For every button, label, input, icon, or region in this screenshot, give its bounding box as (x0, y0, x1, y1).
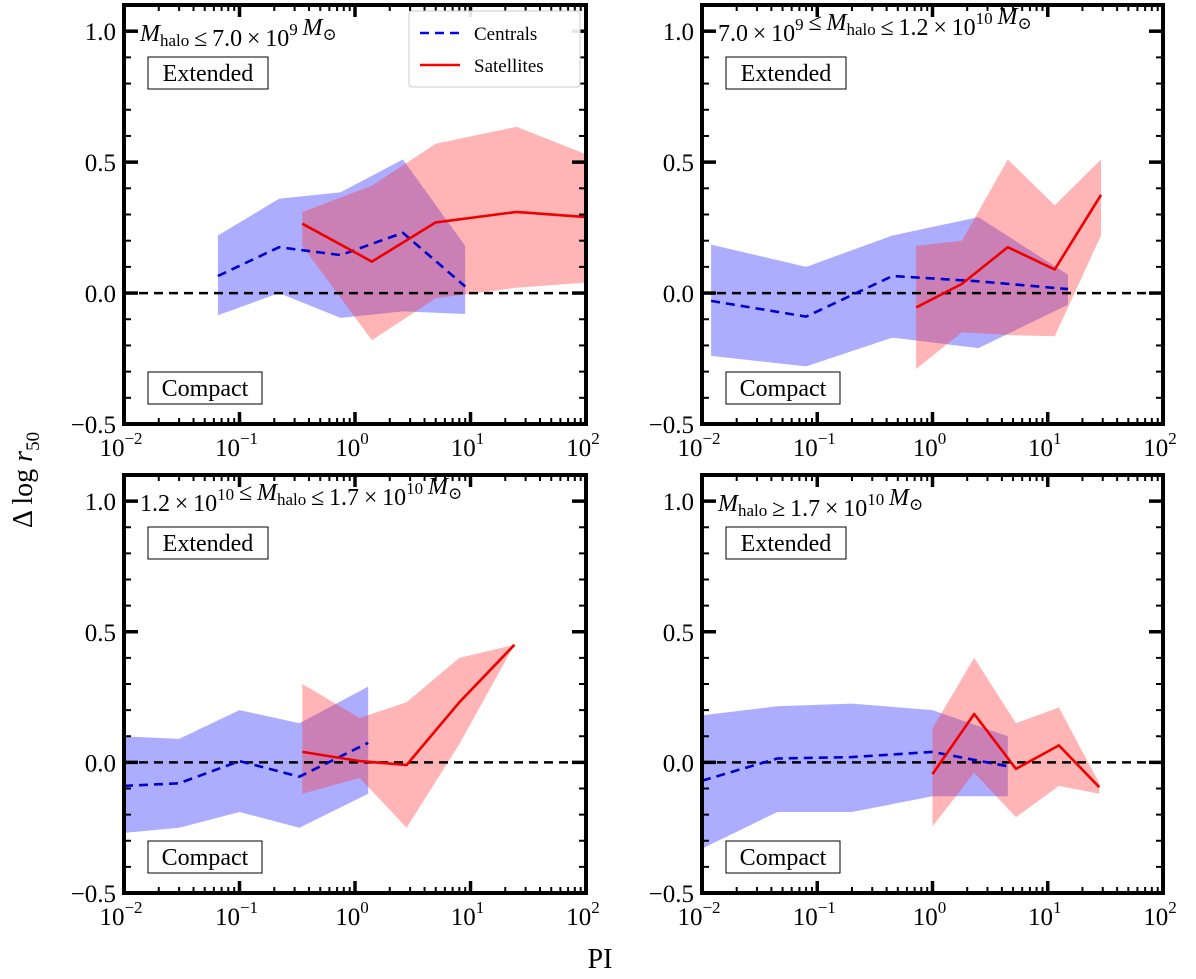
plot-area (124, 126, 586, 341)
centrals-band (124, 686, 369, 833)
satellites-band (916, 159, 1101, 369)
x-tick-label: 100 (913, 429, 947, 462)
panel-title: Mhalo ≤ 7.0 × 109 M⊙ (139, 15, 337, 52)
y-tick-label: 0.5 (85, 620, 116, 647)
y-tick-label: −0.5 (649, 412, 694, 439)
centrals-line (217, 231, 467, 288)
x-tick-label: 101 (451, 429, 485, 462)
y-tick-label: −0.5 (649, 881, 694, 908)
panel-title: Mhalo ≥ 1.7 × 1010 M⊙ (717, 485, 923, 522)
legend: Centrals Satellites (408, 10, 581, 88)
extended-label-box: Extended (725, 56, 847, 90)
panel-4: 10−2 10−1 100 101 102 −0.5 0.0 0.5 1.0 Mhalo ≥ 1.… (649, 473, 1177, 931)
compact-label-box: Compact (147, 840, 263, 874)
centrals-line (702, 750, 1009, 782)
panel-title: 1.2 × 1010 ≤ Mhalo ≤ 1.7 × 1010 M⊙ (140, 474, 462, 517)
centrals-line (124, 741, 369, 788)
y-tick-label: 1.0 (663, 489, 694, 516)
x-tick-label: 10−2 (99, 429, 142, 462)
x-tick-label: 10−2 (677, 898, 720, 931)
y-tick-label: 1.0 (663, 19, 694, 46)
y-tick-label: −0.5 (71, 412, 116, 439)
plot-area (124, 643, 586, 833)
x-tick-label: 101 (451, 898, 485, 931)
x-tick-label: 10−1 (215, 898, 258, 931)
centrals-line (710, 274, 1069, 318)
y-axis-title: Δ log r50 (8, 432, 44, 528)
satellites-line (301, 210, 586, 263)
extended-label: Extended (163, 61, 254, 87)
y-tick-label: 0.0 (85, 750, 116, 777)
legend-label-centrals: Centrals (474, 24, 537, 45)
y-tick-label: 1.0 (85, 19, 116, 46)
y-tick-label: 0.0 (85, 281, 116, 308)
y-tick-label: 1.0 (85, 489, 116, 516)
centrals-band (217, 159, 466, 318)
extended-label: Extended (741, 61, 832, 87)
extended-label-box: Extended (147, 526, 269, 560)
satellites-line (915, 194, 1103, 309)
compact-label-box: Compact (725, 840, 841, 874)
compact-label: Compact (162, 845, 249, 871)
compact-label: Compact (740, 845, 827, 871)
compact-label-box: Compact (147, 371, 263, 405)
centrals-band (711, 217, 1068, 367)
plot-area (702, 657, 1163, 849)
centrals-band (702, 703, 1008, 849)
x-tick-label: 100 (335, 898, 369, 931)
panel-title: 7.0 × 109 ≤ Mhalo ≤ 1.2 × 1010 M⊙ (718, 4, 1032, 47)
y-tick-label: 0.0 (663, 281, 694, 308)
compact-label-box: Compact (725, 371, 841, 405)
extended-label-box: Extended (725, 526, 847, 560)
satellites-band (932, 657, 1100, 827)
x-axis-title: PI (588, 944, 613, 975)
x-tick-label: 101 (1028, 898, 1062, 931)
x-tick-label: 10−2 (677, 429, 720, 462)
extended-label-box: Extended (147, 56, 269, 90)
y-tick-label: 0.5 (85, 150, 116, 177)
x-tick-label: 100 (913, 898, 947, 931)
plot-area (702, 159, 1163, 369)
compact-label: Compact (162, 376, 249, 402)
x-tick-label: 102 (1143, 898, 1177, 931)
svg-text:Δ log r50: Δ log r50 (8, 432, 44, 528)
satellites-band (302, 644, 515, 828)
x-tick-label: 100 (335, 429, 369, 462)
y-tick-label: −0.5 (71, 881, 116, 908)
panel-2: 10−2 10−1 100 101 102 −0.5 0.0 0.5 1.0 7.0 × 109 … (649, 3, 1177, 462)
x-tick-label: 10−1 (793, 898, 836, 931)
y-tick-label: 0.5 (663, 150, 694, 177)
x-tick-label: 10−1 (793, 429, 836, 462)
y-tick-label: 0.5 (663, 620, 694, 647)
panel-1: 10−2 10−1 100 101 102 −0.5 0.0 0.5 1.0 Mhalo ≤ 7.… (71, 3, 600, 462)
panel-3: 10−2 10−1 100 101 102 −0.5 0.0 0.5 1.0 1.2 × 1010… (71, 473, 600, 931)
extended-label: Extended (163, 531, 254, 557)
x-tick-label: 10−2 (99, 898, 142, 931)
compact-label: Compact (740, 376, 827, 402)
x-tick-label: 10−1 (215, 429, 258, 462)
x-tick-label: 102 (566, 898, 600, 931)
satellites-band (302, 126, 586, 341)
satellites-line (931, 712, 1101, 789)
legend-label-satellites: Satellites (474, 56, 544, 77)
x-tick-label: 102 (566, 429, 600, 462)
x-tick-label: 101 (1028, 429, 1062, 462)
y-tick-label: 0.0 (663, 750, 694, 777)
extended-label: Extended (741, 531, 832, 557)
x-tick-label: 102 (1143, 429, 1177, 462)
satellites-line (302, 643, 516, 767)
